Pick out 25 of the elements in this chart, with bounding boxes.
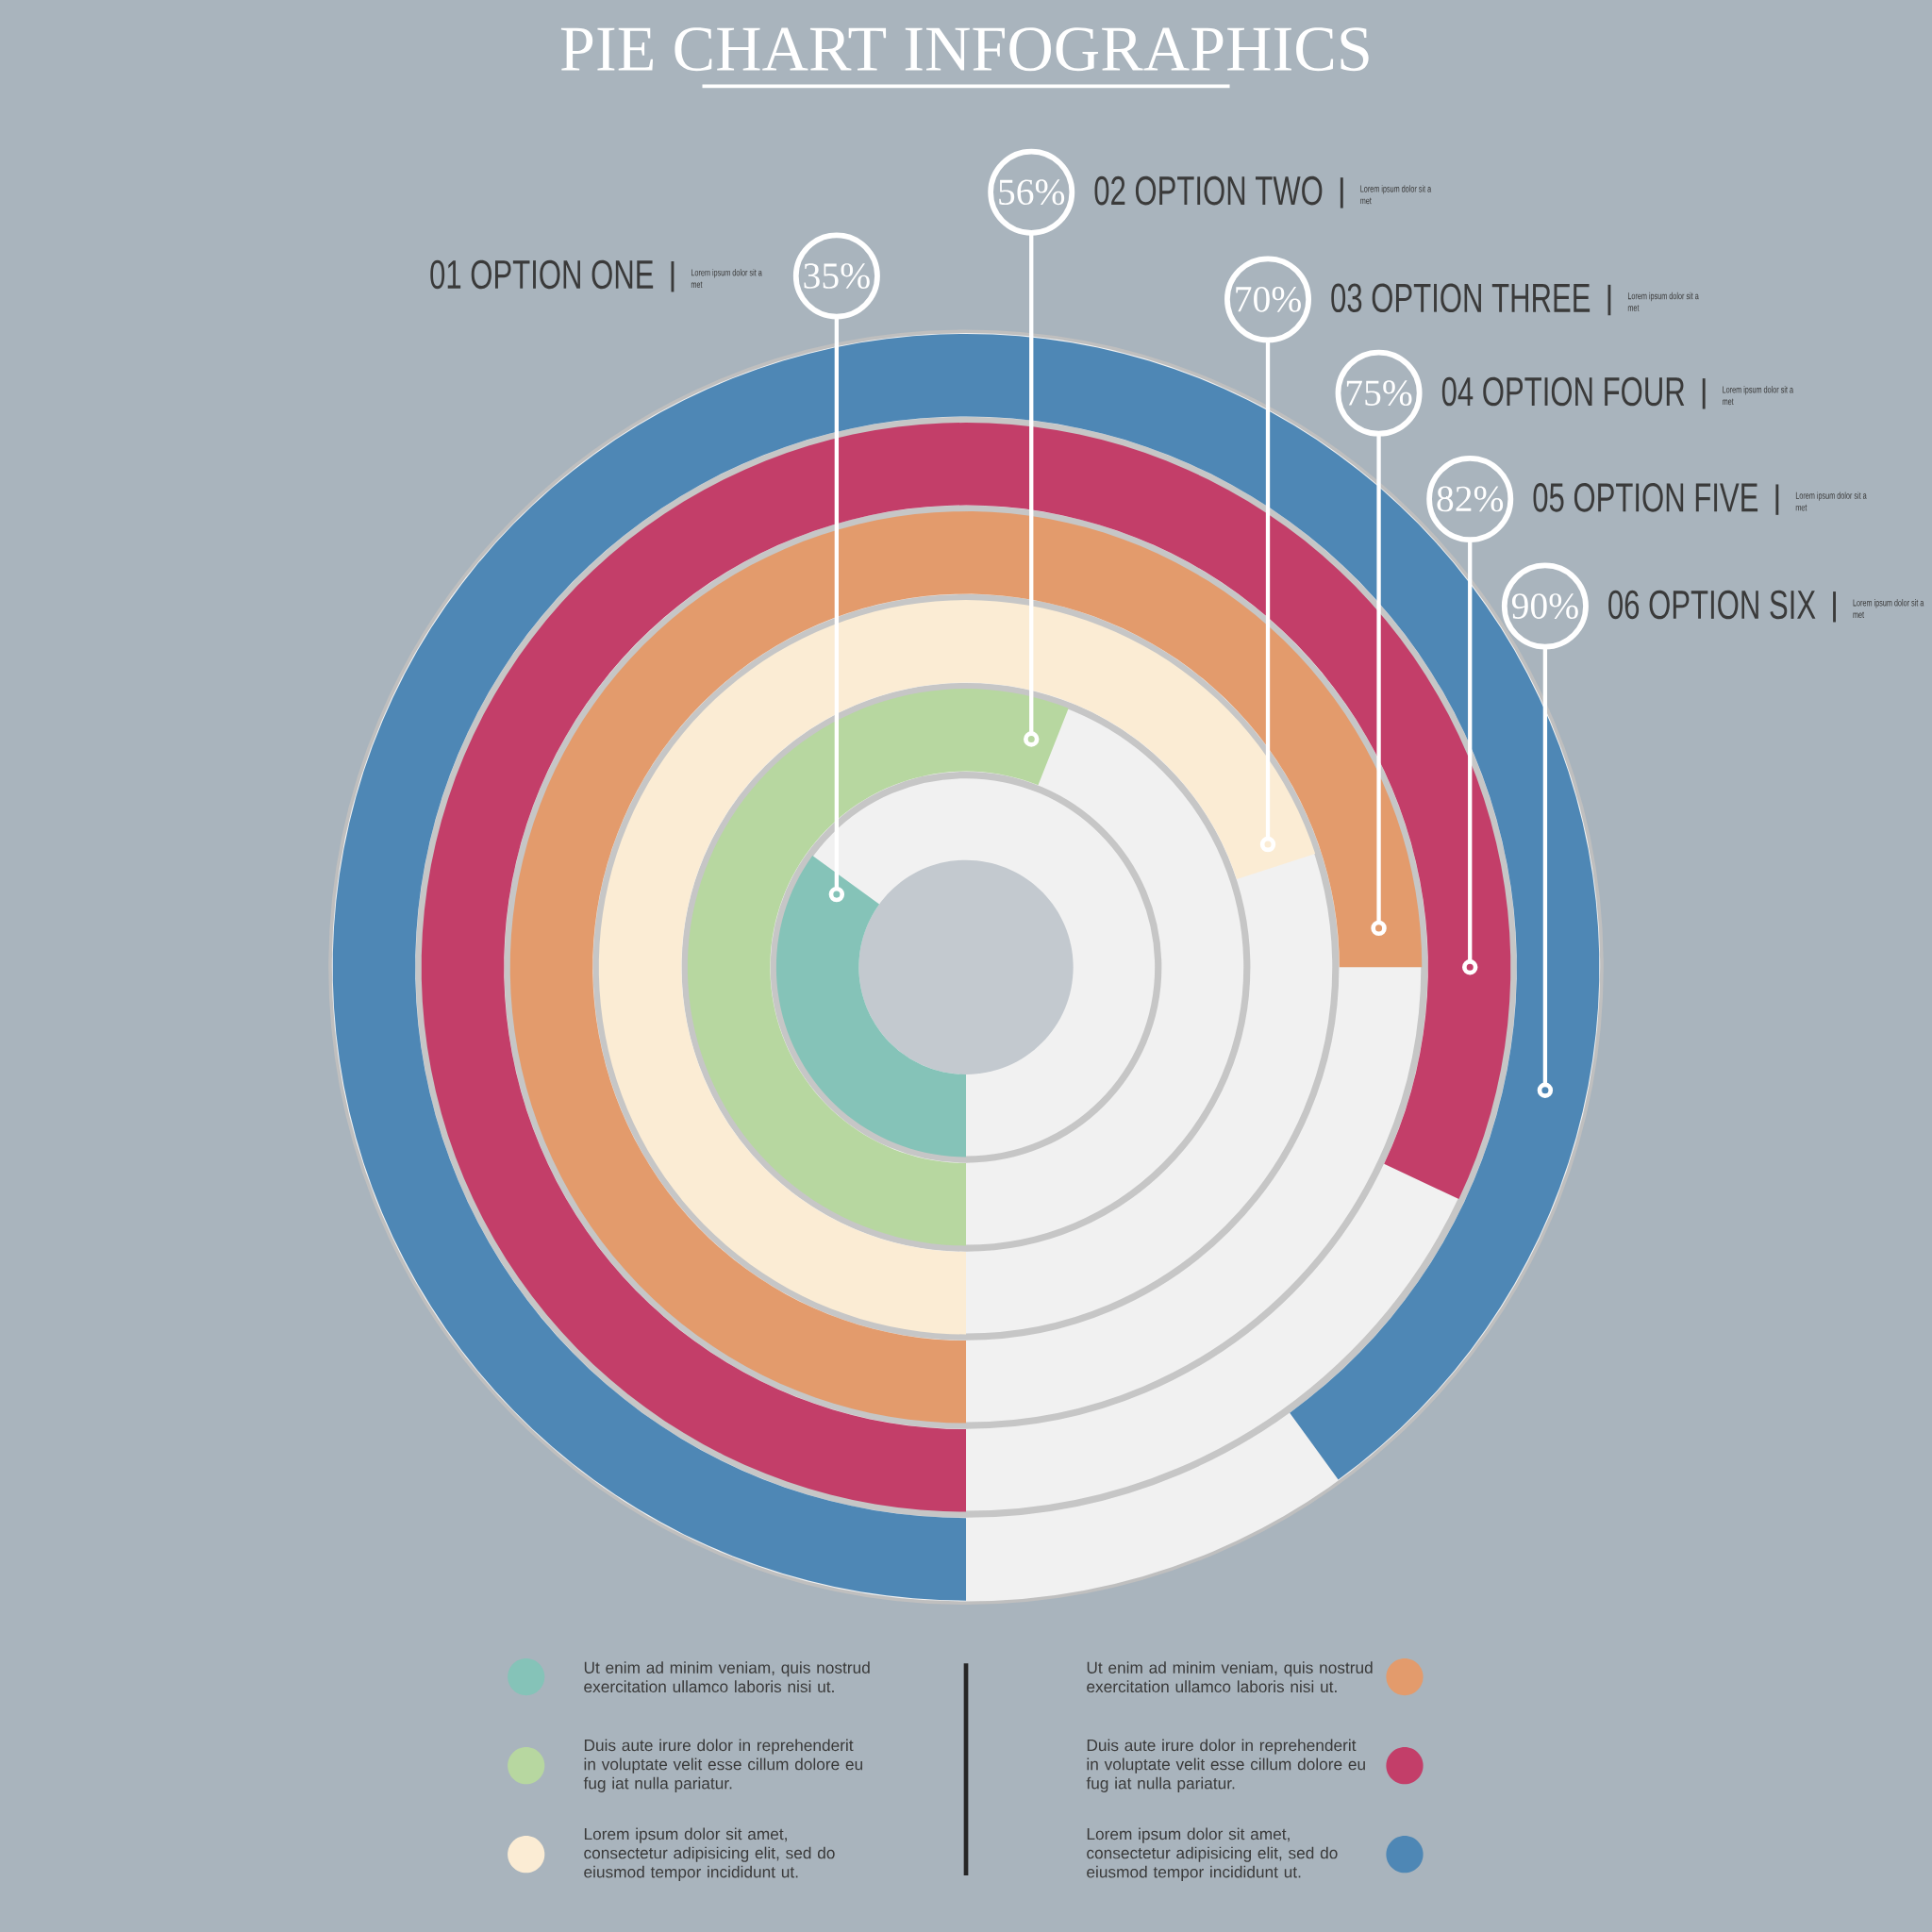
category-label: 04 OPTION FOUR (1441, 376, 1685, 407)
data-label: 56% (999, 179, 1065, 206)
text: Lorem ipsum dolor sit a met (1795, 491, 1867, 511)
text: Lorem ipsum dolor sit a met (691, 269, 762, 289)
data-label: 35% (804, 263, 870, 289)
data-label: 82% (1437, 486, 1504, 512)
text: Lorem ipsum dolor sit amet, consectetur adipisicing elit, sed do eiusmod tempor incididunt ut. (1087, 1827, 1338, 1881)
category-label: 02 OPTION TWO (1094, 175, 1323, 206)
text: Duis aute irure dolor in reprehenderit in voluptate velit esse cillum dolore eu fug iat nulla pariatur. (583, 1739, 863, 1792)
text: PIE CHART INFOGRAPHICS (560, 27, 1369, 72)
text: Lorem ipsum dolor sit amet, consectetur adipisicing elit, sed do eiusmod tempor incididunt ut. (584, 1827, 835, 1881)
category-label: 03 OPTION THREE (1331, 283, 1591, 313)
text: Duis aute irure dolor in reprehenderit in voluptate velit esse cillum dolore eu fug iat nulla pariatur. (1086, 1739, 1365, 1792)
data-label: 90% (1511, 593, 1578, 620)
data-label: 75% (1346, 380, 1412, 407)
text: Lorem ipsum dolor sit a met (1627, 291, 1699, 311)
text: Ut enim ad minim veniam, quis nostrud exercitation ullamco laboris nisi ut. (584, 1661, 870, 1693)
text: Lorem ipsum dolor sit a met (1723, 386, 1794, 406)
text: Lorem ipsum dolor sit a met (1853, 599, 1924, 619)
text: Ut enim ad minim veniam, quis nostrud exercitation ullamco laboris nisi ut. (1087, 1661, 1373, 1693)
category-label: 06 OPTION SIX (1608, 590, 1816, 620)
text: Lorem ipsum dolor sit a met (1360, 185, 1432, 205)
category-label: 05 OPTION FIVE (1533, 483, 1758, 512)
category-label: 01 OPTION ONE (430, 259, 654, 290)
data-label: 70% (1236, 286, 1301, 312)
